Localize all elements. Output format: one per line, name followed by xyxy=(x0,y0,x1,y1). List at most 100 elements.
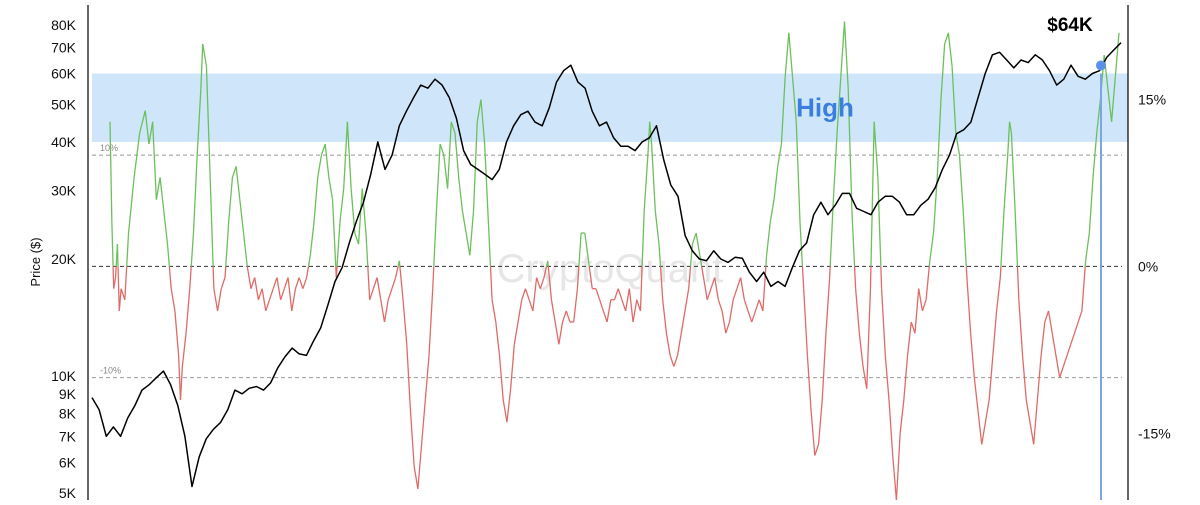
oscillator-segment xyxy=(830,266,831,277)
oscillator-segment xyxy=(288,278,292,311)
oscillator-segment xyxy=(574,289,578,322)
oscillator-segment xyxy=(978,411,982,444)
oscillator-segment xyxy=(514,322,518,344)
oscillator-segment xyxy=(459,177,463,210)
left-tick-label: 30K xyxy=(51,183,77,199)
oscillator-segment xyxy=(633,300,637,322)
oscillator-segment xyxy=(678,333,682,355)
oscillator-segment xyxy=(337,222,340,266)
oscillator-segment xyxy=(748,311,752,322)
oscillator-segment xyxy=(997,278,1001,311)
oscillator-segment xyxy=(766,255,767,266)
oscillator-segment xyxy=(418,444,422,488)
oscillator-segment xyxy=(974,378,978,411)
oscillator-segment xyxy=(470,211,474,255)
oscillator-segment xyxy=(392,278,396,289)
oscillator-segment xyxy=(896,433,900,500)
oscillator-segment xyxy=(919,289,923,311)
oscillator-segment xyxy=(566,311,570,322)
oscillator-segment xyxy=(325,144,329,177)
oscillator-segment xyxy=(737,278,741,289)
oscillator-segment xyxy=(490,266,492,299)
oscillator-segment xyxy=(555,322,559,344)
oscillator-segment xyxy=(1086,233,1090,261)
oscillator-segment xyxy=(807,355,811,411)
oscillator-segment xyxy=(225,266,226,277)
oscillator-segment xyxy=(908,322,912,355)
oscillator-segment xyxy=(563,311,567,322)
oscillator-segment xyxy=(930,233,934,261)
oscillator-segment xyxy=(127,233,129,266)
oscillator-segment xyxy=(685,289,689,311)
left-tick-label: 60K xyxy=(51,65,77,81)
oscillator-segment xyxy=(959,155,963,211)
oscillator-segment xyxy=(307,266,309,277)
oscillator-segment xyxy=(191,233,193,266)
oscillator-segment xyxy=(911,322,915,333)
oscillator-segment xyxy=(262,289,266,311)
oscillator-segment xyxy=(1063,355,1067,366)
oscillator-segment xyxy=(210,177,213,266)
oscillator-segment xyxy=(232,166,236,177)
left-tick-label: 50K xyxy=(51,96,77,112)
oscillator-segment xyxy=(1000,266,1001,277)
oscillator-segment xyxy=(295,278,299,289)
oscillator-segment xyxy=(440,144,444,155)
right-tick-label: 0% xyxy=(1138,258,1158,274)
oscillator-segment xyxy=(881,266,882,288)
oscillator-segment xyxy=(785,33,789,77)
oscillator-segment xyxy=(396,266,398,277)
oscillator-segment xyxy=(359,189,363,245)
oscillator-segment xyxy=(852,211,855,267)
oscillator-segment xyxy=(759,300,763,311)
oscillator-segment xyxy=(258,289,262,300)
oscillator-segment xyxy=(551,300,555,322)
oscillator-segment xyxy=(385,300,389,322)
oscillator-segment xyxy=(496,322,500,355)
current-price-dot xyxy=(1096,60,1106,70)
oscillator-segment xyxy=(255,278,259,300)
oscillator-segment xyxy=(281,289,285,300)
oscillator-segment xyxy=(308,255,310,266)
oscillator-segment xyxy=(1074,322,1078,333)
oscillator-segment xyxy=(1030,422,1034,444)
oscillator-segment xyxy=(277,278,281,300)
oscillator-segment xyxy=(929,261,930,267)
oscillator-segment xyxy=(129,177,135,233)
oscillator-segment xyxy=(752,311,756,322)
oscillator-segment xyxy=(321,144,325,155)
oscillator-segment xyxy=(900,400,904,433)
oscillator-segment xyxy=(400,266,403,299)
y-axis-label: Price ($) xyxy=(28,237,43,286)
oscillator-segment xyxy=(729,300,733,322)
oscillator-segment xyxy=(171,289,175,311)
oscillator-segment xyxy=(1041,322,1045,355)
oscillator-segment xyxy=(303,278,307,289)
oscillator-segment xyxy=(915,289,919,333)
oscillator-segment xyxy=(433,266,434,288)
oscillator-segment xyxy=(855,266,856,288)
oscillator-segment xyxy=(273,278,277,289)
oscillator-segment xyxy=(169,266,171,288)
oscillator-segment xyxy=(1049,311,1053,333)
oscillator-segment xyxy=(399,261,400,267)
oscillator-segment xyxy=(856,289,860,333)
oscillator-segment xyxy=(826,278,830,334)
oscillator-segment xyxy=(485,144,489,222)
left-tick-label: 8K xyxy=(59,406,77,422)
oscillator-segment xyxy=(744,300,748,311)
oscillator-segment xyxy=(1052,333,1056,355)
oscillator-segment xyxy=(548,261,549,267)
oscillator-segment xyxy=(822,333,826,400)
oscillator-segment xyxy=(186,289,190,333)
oscillator-segment xyxy=(692,233,696,244)
oscillator-segment xyxy=(1115,33,1119,77)
oscillator-segment xyxy=(381,300,385,322)
left-tick-label: 80K xyxy=(51,17,77,33)
oscillator-segment xyxy=(867,289,871,389)
oscillator-segment xyxy=(299,278,303,289)
oscillator-segment xyxy=(733,289,737,300)
